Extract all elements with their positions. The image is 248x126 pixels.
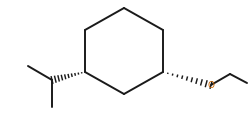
Text: O: O — [208, 81, 215, 89]
